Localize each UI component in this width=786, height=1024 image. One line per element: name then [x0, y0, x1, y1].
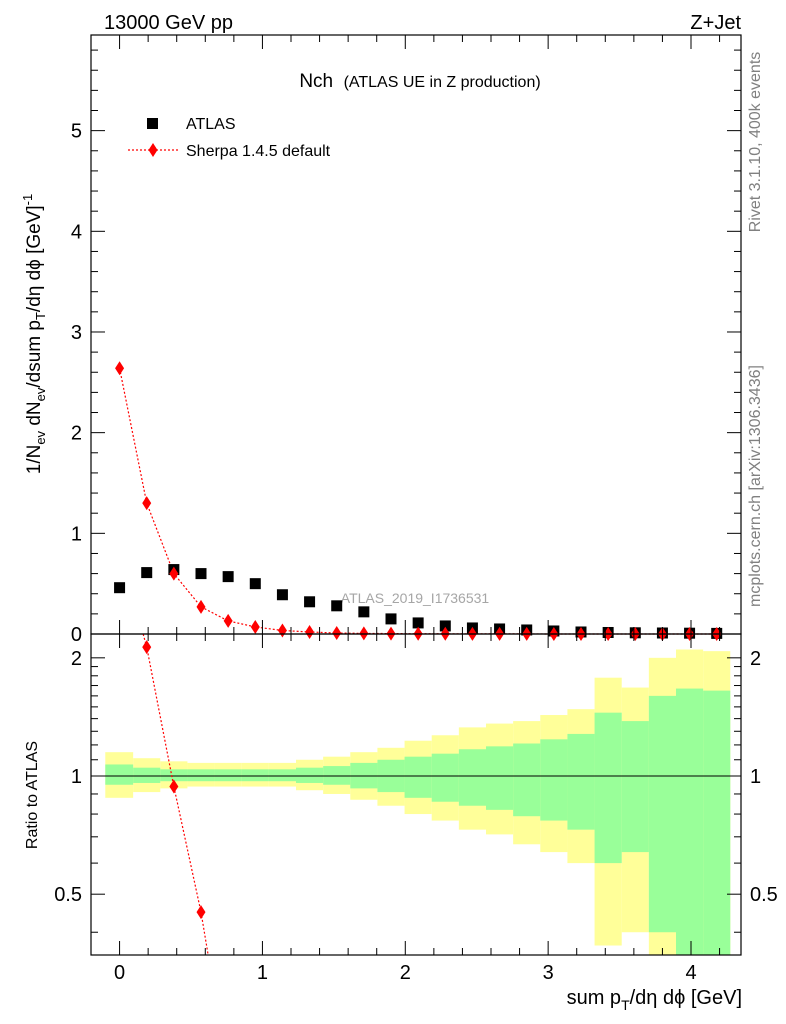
atlas-data-point	[114, 582, 126, 594]
top-ytick-label: 3	[71, 322, 82, 344]
rivet-version-label: Rivet 3.1.10, 400k events	[747, 52, 764, 233]
legend-sherpa-label: Sherpa 1.4.5 default	[186, 143, 331, 160]
atlas-data-point	[439, 620, 451, 632]
sherpa-data-point	[250, 619, 260, 634]
stat-uncertainty-band	[513, 743, 541, 817]
atlas-data-point	[412, 617, 424, 629]
top-ytick-label: 0	[71, 624, 82, 646]
ylabel-part-f: T	[33, 312, 48, 320]
y-axis-label-main: 1/Nev dNev/dsum pT/dη dϕ [GeV]-1	[20, 194, 48, 475]
xlabel-part-c: /dη dϕ [GeV]	[630, 987, 742, 1009]
sherpa-data-point	[223, 613, 233, 628]
sherpa-ratio-line	[142, 633, 209, 956]
xtick-label: 1	[257, 962, 268, 984]
legend: ATLAS Sherpa 1.4.5 default	[128, 116, 331, 160]
atlas-data-point	[222, 571, 234, 583]
sherpa-ratio-point	[142, 640, 152, 655]
sherpa-ratio-point	[196, 905, 206, 920]
top-ytick-label: 5	[71, 121, 82, 143]
stat-uncertainty-band	[187, 769, 215, 782]
ratio-ytick-label-left: 1	[71, 766, 82, 788]
stat-uncertainty-band	[621, 721, 649, 853]
stat-uncertainty-band	[133, 767, 161, 783]
ylabel-part-g: /dη dϕ [GeV]	[24, 205, 45, 312]
stat-uncertainty-band	[540, 739, 568, 821]
stat-uncertainty-band	[296, 767, 324, 783]
stat-uncertainty-band	[323, 766, 351, 785]
plot-title: Nch (ATLAS UE in Z production)	[299, 71, 540, 92]
legend-atlas-label: ATLAS	[186, 116, 236, 133]
ratio-panel: 0.5 0.5 1 1 2 2 0 1 2 3 4	[54, 633, 778, 984]
sherpa-data-point	[277, 623, 287, 638]
ylabel-part-d: ev	[33, 387, 48, 401]
stat-uncertainty-band	[703, 690, 731, 955]
x-axis-label: sum pT/dη dϕ [GeV]	[567, 987, 742, 1013]
stat-uncertainty-band	[567, 733, 595, 830]
main-panel: ATLAS_2019_I1736531 0 1 2 3 4 5	[71, 34, 742, 646]
atlas-data-point	[385, 613, 397, 625]
atlas-data-point	[195, 568, 207, 580]
ylabel-part-a: 1/N	[24, 445, 45, 475]
plot-title-sub: (ATLAS UE in Z production)	[344, 74, 541, 91]
ylabel-part-h: -1	[20, 194, 35, 206]
sherpa-data-point	[305, 624, 315, 639]
stat-uncertainty-band	[214, 769, 242, 782]
ratio-ytick-label-right: 2	[750, 648, 761, 670]
stat-uncertainty-band	[404, 756, 432, 798]
xlabel-part-b: T	[621, 997, 630, 1013]
ylabel-part-c: dN	[24, 401, 45, 431]
stat-uncertainty-band	[431, 753, 459, 802]
ratio-panel-frame	[90, 633, 742, 956]
sherpa-data-point	[332, 625, 342, 640]
sherpa-data-point	[115, 361, 125, 376]
top-ytick-label: 1	[71, 523, 82, 545]
xtick-label: 0	[114, 962, 125, 984]
atlas-data-point	[358, 606, 370, 618]
atlas-data-point	[249, 578, 261, 590]
stat-uncertainty-band	[458, 749, 486, 806]
xlabel-part-a: sum p	[567, 987, 621, 1009]
sherpa-data-point	[359, 626, 369, 641]
ratio-ytick-label-left: 2	[71, 648, 82, 670]
top-ytick-label: 2	[71, 423, 82, 445]
top-ytick-label: 4	[71, 221, 82, 243]
header-energy: 13000 GeV pp	[104, 12, 233, 34]
stat-uncertainty-band	[160, 769, 188, 782]
legend-sherpa-marker	[148, 143, 158, 157]
atlas-data-point	[304, 596, 316, 608]
legend-atlas-marker	[147, 118, 158, 129]
ylabel-part-e: /dsum p	[24, 320, 45, 388]
stat-uncertainty-band	[648, 695, 676, 933]
atlas-data-point	[331, 600, 343, 612]
sherpa-data-point	[169, 566, 179, 581]
y-axis-label-ratio: Ratio to ATLAS	[24, 741, 41, 849]
mcplots-label: mcplots.cern.ch [arXiv:1306.3436]	[747, 365, 764, 607]
stat-uncertainty-band	[268, 769, 296, 782]
sherpa-ratio-point	[169, 779, 179, 794]
stat-uncertainty-band	[676, 688, 704, 955]
atlas-data-point	[276, 589, 288, 601]
plot-title-main: Nch	[299, 71, 333, 92]
ratio-ytick-label-right: 1	[750, 766, 761, 788]
watermark-label: ATLAS_2019_I1736531	[341, 590, 490, 606]
atlas-data-point	[141, 567, 153, 579]
xtick-label: 2	[400, 962, 411, 984]
sherpa-data-point	[142, 496, 152, 511]
stat-uncertainty-band	[105, 764, 134, 785]
ratio-ytick-label-left: 0.5	[54, 884, 82, 906]
xtick-label: 4	[685, 962, 696, 984]
sherpa-data-point	[196, 599, 206, 614]
ylabel-part-b: ev	[33, 430, 48, 444]
ratio-ytick-label-right: 0.5	[750, 884, 778, 906]
stat-uncertainty-band	[486, 746, 514, 810]
header-process: Z+Jet	[690, 12, 741, 34]
stat-uncertainty-band	[594, 712, 622, 864]
stat-uncertainty-band	[241, 769, 269, 782]
xtick-label: 3	[543, 962, 554, 984]
